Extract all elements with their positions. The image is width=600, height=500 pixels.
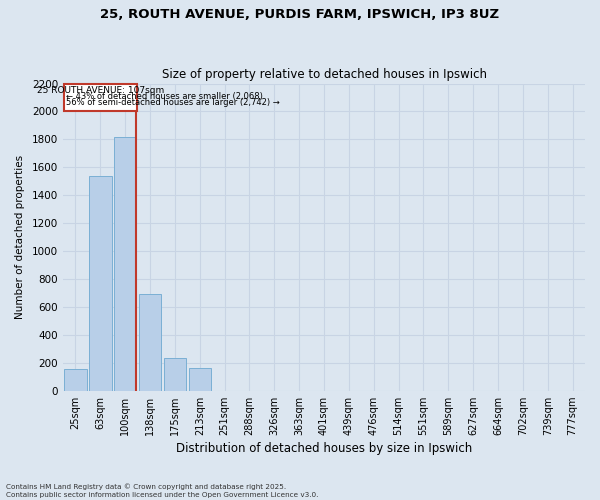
Bar <box>64 369 86 390</box>
X-axis label: Distribution of detached houses by size in Ipswich: Distribution of detached houses by size … <box>176 442 472 455</box>
Title: Size of property relative to detached houses in Ipswich: Size of property relative to detached ho… <box>161 68 487 81</box>
Text: Contains HM Land Registry data © Crown copyright and database right 2025.
Contai: Contains HM Land Registry data © Crown c… <box>6 484 319 498</box>
FancyBboxPatch shape <box>64 84 137 112</box>
Text: 25, ROUTH AVENUE, PURDIS FARM, IPSWICH, IP3 8UZ: 25, ROUTH AVENUE, PURDIS FARM, IPSWICH, … <box>100 8 500 20</box>
Bar <box>139 294 161 390</box>
Text: 56% of semi-detached houses are larger (2,742) →: 56% of semi-detached houses are larger (… <box>65 98 279 106</box>
Bar <box>89 176 112 390</box>
Y-axis label: Number of detached properties: Number of detached properties <box>15 155 25 319</box>
Bar <box>164 358 186 390</box>
Bar <box>114 136 136 390</box>
Text: 25 ROUTH AVENUE: 107sqm: 25 ROUTH AVENUE: 107sqm <box>37 86 164 95</box>
Text: ← 43% of detached houses are smaller (2,068): ← 43% of detached houses are smaller (2,… <box>65 92 262 101</box>
Bar <box>188 368 211 390</box>
